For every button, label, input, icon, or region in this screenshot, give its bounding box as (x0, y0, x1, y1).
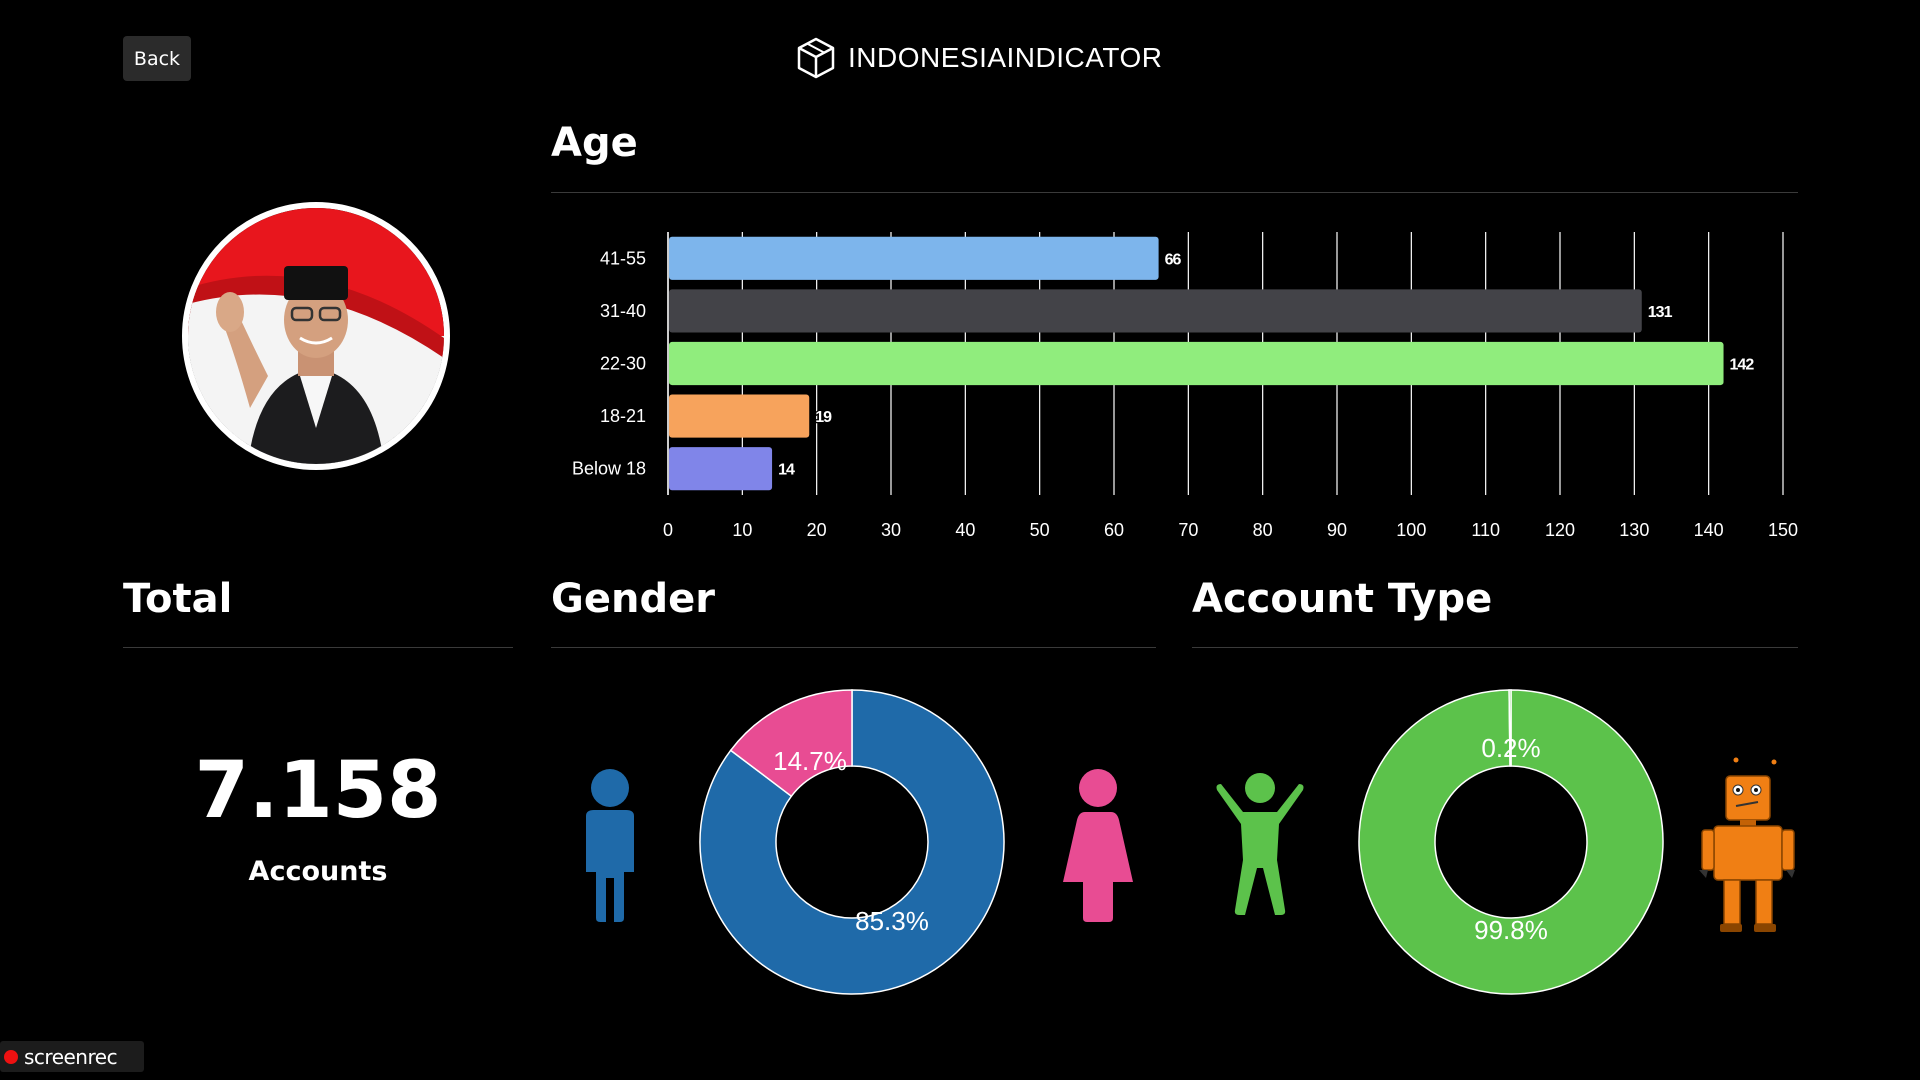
back-button[interactable]: Back (123, 36, 191, 81)
x-tick-label: 60 (1104, 520, 1124, 540)
account-type-title: Account Type (1192, 576, 1493, 622)
donut-slice (729, 689, 853, 798)
age-divider (551, 192, 1798, 193)
y-tick-label: Below 18 (572, 459, 646, 479)
y-tick-label: 22-30 (600, 354, 646, 374)
account-type-donut-chart: 99.8% 0.2% (1358, 689, 1664, 995)
total-accounts-value: 7.158 (194, 746, 442, 836)
cube-icon (797, 37, 835, 79)
x-tick-label: 130 (1619, 520, 1649, 540)
screen-recorder-label: screenrec (24, 1044, 118, 1069)
age-bar (669, 447, 773, 491)
total-divider (123, 647, 513, 648)
bar-data-label: 66 (1165, 251, 1182, 268)
x-tick-label: 80 (1253, 520, 1273, 540)
screen-recorder-badge: screenrec (0, 1041, 144, 1072)
x-tick-label: 140 (1694, 520, 1724, 540)
bar-data-label: 131 (1648, 304, 1673, 321)
y-tick-label: 31-40 (600, 301, 646, 321)
x-tick-label: 20 (807, 520, 827, 540)
donut-data-label: 14.7% (773, 746, 847, 776)
male-person-icon (586, 769, 634, 922)
total-accounts-label: Accounts (248, 856, 388, 887)
total-title: Total (123, 576, 233, 622)
person-arms-up-icon (1216, 773, 1304, 915)
brand-logo: INDONESIAINDICATOR (796, 36, 1162, 80)
donut-data-label: 85.3% (855, 906, 929, 936)
x-tick-label: 0 (663, 520, 673, 540)
gender-donut-chart: 85.3% 14.7% (699, 689, 1005, 995)
age-bar (669, 289, 1642, 333)
gender-title: Gender (551, 576, 715, 622)
age-bar (669, 236, 1159, 280)
avatar (182, 202, 450, 470)
robot-icon (1699, 757, 1795, 932)
donut-slice (1508, 689, 1512, 767)
donut-data-label: 99.8% (1474, 915, 1548, 945)
y-tick-label: 18-21 (600, 406, 646, 426)
y-tick-label: 41-55 (600, 248, 646, 268)
x-tick-label: 120 (1545, 520, 1575, 540)
age-bar (669, 341, 1724, 386)
x-tick-label: 100 (1396, 520, 1426, 540)
age-bar-chart: 0 10 20 30 40 50 60 70 80 90 100 110 120 130 140 150 41-… (572, 232, 1798, 540)
record-dot-icon (4, 1049, 18, 1064)
x-tick-label: 30 (881, 520, 901, 540)
x-tick-label: 10 (732, 520, 752, 540)
gender-divider (551, 647, 1156, 648)
bar-data-label: 19 (815, 409, 832, 426)
female-person-icon (1063, 769, 1133, 922)
bar-data-label: 142 (1730, 357, 1755, 374)
x-tick-label: 40 (955, 520, 975, 540)
account-type-divider (1192, 647, 1798, 648)
brand-name: INDONESIAINDICATOR (848, 42, 1163, 73)
x-tick-label: 90 (1327, 520, 1347, 540)
x-tick-label: 70 (1178, 520, 1198, 540)
bar-data-label: 14 (778, 462, 795, 479)
age-bar (669, 394, 810, 438)
age-title: Age (551, 120, 638, 166)
x-tick-label: 150 (1768, 520, 1798, 540)
x-tick-label: 50 (1030, 520, 1050, 540)
x-tick-label: 110 (1471, 520, 1500, 540)
donut-slice (699, 689, 1005, 995)
donut-slice (1358, 689, 1664, 995)
donut-data-label: 0.2% (1481, 733, 1540, 763)
